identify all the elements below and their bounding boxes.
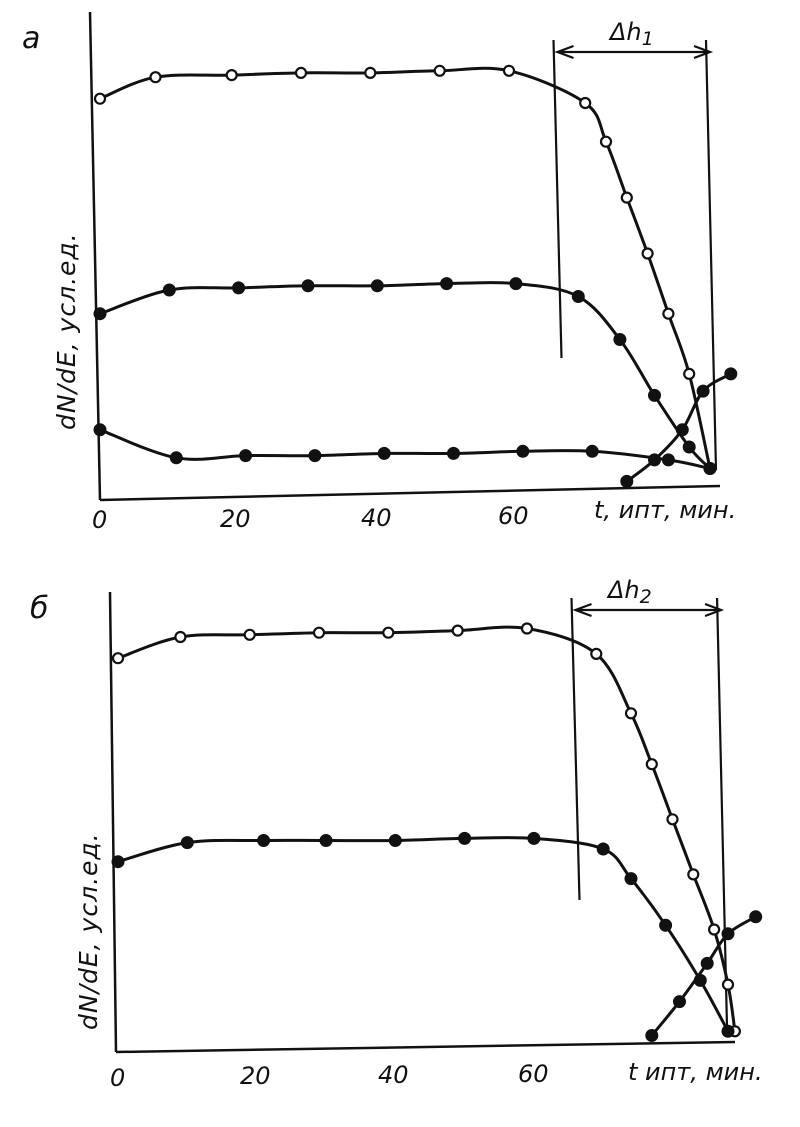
panel-b-x-axis-label: t ипт, мин.: [628, 1058, 763, 1086]
open-data-point: [175, 632, 185, 642]
filled-data-point: [378, 447, 390, 459]
open-data-point: [688, 869, 698, 879]
series-line-3: [100, 430, 710, 469]
series-line-2: [118, 838, 728, 1032]
filled-data-point: [302, 280, 314, 292]
filled-data-point: [112, 856, 124, 868]
panel-a-x-tick-label: 60: [498, 502, 529, 530]
filled-data-point: [660, 919, 672, 931]
filled-data-point: [517, 445, 529, 457]
open-data-point: [663, 309, 673, 319]
open-data-point: [668, 814, 678, 824]
panel-a-letter: a: [22, 21, 40, 56]
delta-arrow: [558, 46, 711, 58]
filled-data-point: [258, 835, 270, 847]
filled-data-point: [649, 454, 661, 466]
filled-data-point: [676, 424, 688, 436]
filled-data-point: [181, 837, 193, 849]
open-data-point: [580, 98, 590, 108]
panel-b-x-tick-label: 60: [518, 1060, 549, 1088]
open-data-point: [622, 193, 632, 203]
open-data-point: [296, 68, 306, 78]
panel-b-x-tick-label: 40: [378, 1061, 409, 1089]
filled-data-point: [170, 452, 182, 464]
open-data-point: [435, 66, 445, 76]
open-data-point: [591, 649, 601, 659]
open-data-point: [601, 137, 611, 147]
delta-guide-line-right: [717, 598, 727, 1030]
filled-data-point: [646, 1030, 658, 1042]
svg-text:Δh2: Δh2: [606, 576, 652, 608]
open-data-point: [643, 249, 653, 259]
filled-data-point: [389, 835, 401, 847]
filled-data-point: [750, 911, 762, 923]
panel-a-x-tick-label: 20: [220, 505, 251, 533]
open-data-point: [626, 708, 636, 718]
filled-data-point: [649, 389, 661, 401]
filled-data-point: [320, 835, 332, 847]
filled-data-point: [528, 832, 540, 844]
panel-a-y-axis-label: dN/dE, усл.ед.: [52, 232, 81, 430]
open-data-point: [504, 66, 514, 76]
open-data-point: [383, 628, 393, 638]
panel-b-x-axis: [116, 1042, 735, 1052]
open-data-point: [453, 626, 463, 636]
filled-data-point: [448, 447, 460, 459]
open-data-point: [95, 94, 105, 104]
filled-data-point: [674, 996, 686, 1008]
series-line-1: [100, 68, 710, 468]
filled-data-point: [614, 334, 626, 346]
panel-b-x-tick-label: 0: [110, 1064, 125, 1092]
panel-a-x-axis-label: t, ипт, мин.: [594, 496, 736, 524]
open-data-point: [113, 653, 123, 663]
open-data-point: [723, 980, 733, 990]
filled-data-point: [621, 475, 633, 487]
filled-data-point: [309, 450, 321, 462]
filled-data-point: [441, 278, 453, 290]
filled-data-point: [725, 368, 737, 380]
filled-data-point: [240, 450, 252, 462]
delta-guide-line-right: [706, 40, 716, 470]
panel-a-chart: a dN/dE, усл.ед. 0 20 40 60 t, ипт, мин.…: [22, 12, 737, 534]
filled-data-point: [662, 454, 674, 466]
panel-b-chart: б dN/dE, усл.ед. 0 20 40 60 t ипт, мин. …: [30, 576, 763, 1092]
filled-data-point: [683, 441, 695, 453]
open-data-point: [647, 759, 657, 769]
open-data-point: [365, 68, 375, 78]
filled-data-point: [94, 308, 106, 320]
panel-b-x-tick-label: 20: [240, 1062, 271, 1090]
open-data-point: [245, 630, 255, 640]
filled-data-point: [586, 445, 598, 457]
filled-data-point: [94, 424, 106, 436]
series-line-1: [118, 627, 735, 1031]
panel-a-x-tick-label: 0: [92, 506, 107, 534]
panel-a-x-tick-label: 40: [361, 504, 392, 532]
open-data-point: [314, 628, 324, 638]
filled-data-point: [597, 843, 609, 855]
filled-data-point: [722, 1025, 734, 1037]
filled-data-point: [459, 832, 471, 844]
filled-data-point: [233, 282, 245, 294]
panel-b-y-axis-label: dN/dE, усл.ед.: [74, 832, 103, 1030]
svg-text:Δh1: Δh1: [608, 18, 654, 50]
filled-data-point: [722, 928, 734, 940]
open-data-point: [709, 925, 719, 935]
filled-data-point: [163, 284, 175, 296]
filled-data-point: [510, 278, 522, 290]
series-line-2: [100, 283, 710, 469]
panel-b-delta-label: Δh2: [606, 576, 652, 608]
open-data-point: [684, 369, 694, 379]
panel-b-letter: б: [30, 591, 49, 626]
filled-data-point: [701, 957, 713, 969]
filled-data-point: [697, 385, 709, 397]
open-data-point: [227, 70, 237, 80]
filled-data-point: [371, 280, 383, 292]
open-data-point: [151, 72, 161, 82]
panel-a-delta-label: Δh1: [608, 18, 654, 50]
open-data-point: [522, 624, 532, 634]
filled-data-point: [572, 291, 584, 303]
filled-data-point: [704, 463, 716, 475]
filled-data-point: [625, 873, 637, 885]
